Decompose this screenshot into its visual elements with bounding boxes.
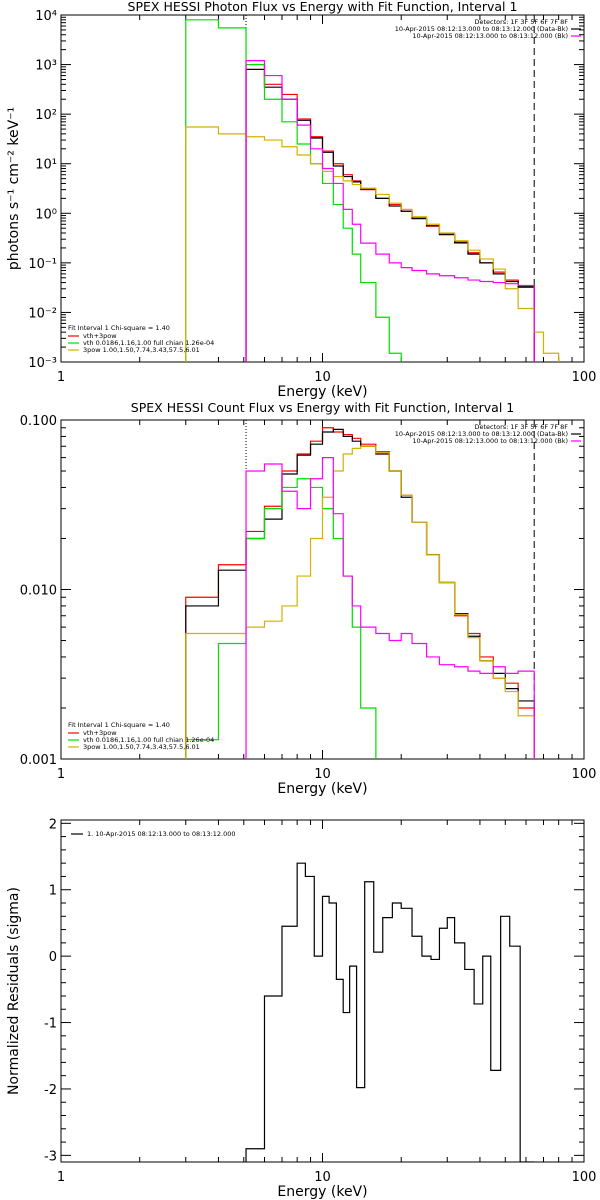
x-tick-label: 100 [572, 1170, 597, 1185]
legend-label: 3pow 1.00,1.50,7.74,3.43,57.5,6.01 [83, 743, 200, 751]
x-tick-label: 10 [314, 1170, 331, 1185]
legend-label: 3pow 1.00,1.50,7.74,3.43,57.5,6.01 [83, 346, 200, 354]
chart-title: SPEX HESSI Photon Flux vs Energy with Fi… [128, 0, 518, 14]
series-vth-3pow [245, 63, 535, 362]
header-line: 10-Apr-2015 08:12:13.000 to 08:13:12.000… [412, 437, 568, 445]
y-tick-label: 10² [35, 108, 57, 123]
series-group [185, 19, 560, 362]
chart-panel-3: 1 10 100 Energy (keV) -3 -2 -1 0 1 2 Normalized Re… [6, 817, 596, 1200]
legend-label: vth 0.0186,1.16,1.00 full chian 1.26e-04 [83, 736, 214, 744]
header-line: Detectors: 1F 3F 5F 6F 7F 8F [474, 18, 568, 26]
y-tick-label: -3 [44, 1149, 57, 1164]
series-group [245, 862, 535, 1162]
series-data-bk [245, 68, 535, 362]
y-axis-label: photons s⁻¹ cm⁻² keV⁻¹ [6, 107, 22, 270]
header-line: 10-Apr-2015 08:12:13.000 to 08:13:12.000… [395, 430, 568, 438]
series-1-10-apr-2015-08-12-13-000-to-08-13-12-000 [245, 862, 535, 1162]
y-tick-label: 1 [49, 884, 57, 899]
y-tick-label: -1 [44, 1017, 57, 1032]
header-line: 10-Apr-2015 08:12:13.000 to 08:13:12.000… [412, 32, 568, 40]
series-bk [245, 457, 535, 759]
y-tick-label: 0 [49, 950, 57, 965]
x-tick-label: 1 [57, 767, 65, 782]
y-tick-label: 0.100 [20, 414, 57, 429]
series-group [185, 427, 535, 759]
x-axis-label: Energy (keV) [277, 1184, 367, 1200]
legend-title: Fit Interval 1 Chi-square = 1.40 [68, 721, 170, 729]
x-axis-label: Energy (keV) [277, 781, 367, 797]
x-tick-label: 1 [57, 370, 65, 385]
chart-panel-1: SPEX HESSI Photon Flux vs Energy with Fi… [6, 0, 596, 400]
series-data-bk [185, 428, 535, 759]
x-tick-label: 100 [572, 767, 597, 782]
y-tick-label: 0.001 [20, 753, 57, 768]
y-tick-label: 10⁻¹ [28, 257, 57, 272]
legend-title: Fit Interval 1 Chi-square = 1.40 [68, 324, 170, 332]
header-line: Detectors: 1F 3F 5F 6F 7F 8F [474, 423, 568, 431]
legend-label: vth 0.0186,1.16,1.00 full chian 1.26e-04 [83, 339, 214, 347]
y-axis-label: Normalized Residuals (sigma) [6, 887, 22, 1095]
series-3pow [185, 126, 560, 362]
chart-title: SPEX HESSI Count Flux vs Energy with Fit… [131, 400, 514, 415]
y-tick-label: 0.010 [20, 584, 57, 599]
y-tick-label: 10⁻² [28, 306, 57, 321]
y-tick-label: 10³ [35, 59, 57, 74]
legend-label: vth+3pow [83, 332, 117, 340]
y-tick-label: -2 [44, 1083, 57, 1098]
x-axis-label: Energy (keV) [277, 384, 367, 400]
y-tick-label: 10¹ [35, 158, 57, 173]
series-vth [185, 478, 390, 759]
legend-label: 1. 10-Apr-2015 08:12:13.000 to 08:13:12.… [87, 830, 236, 838]
x-tick-label: 100 [572, 370, 597, 385]
y-tick-label: 2 [49, 817, 57, 832]
y-tick-label: 10⁻³ [28, 356, 57, 371]
plot-frame [60, 14, 585, 363]
chart-panel-2: SPEX HESSI Count Flux vs Energy with Fit… [20, 400, 597, 797]
series-bk [245, 60, 535, 362]
series-3pow [185, 445, 535, 759]
header-line: 10-Apr-2015 08:12:13.000 to 08:13:12.000… [395, 25, 568, 33]
series-vth-3pow [185, 427, 535, 759]
x-tick-label: 1 [57, 1170, 65, 1185]
y-tick-label: 10⁴ [35, 9, 57, 24]
plot-frame [60, 819, 585, 1163]
y-tick-label: 10⁰ [35, 207, 57, 222]
legend-label: vth+3pow [83, 729, 117, 737]
x-tick-label: 10 [314, 767, 331, 782]
x-tick-label: 10 [314, 370, 331, 385]
series-vth [185, 19, 402, 362]
